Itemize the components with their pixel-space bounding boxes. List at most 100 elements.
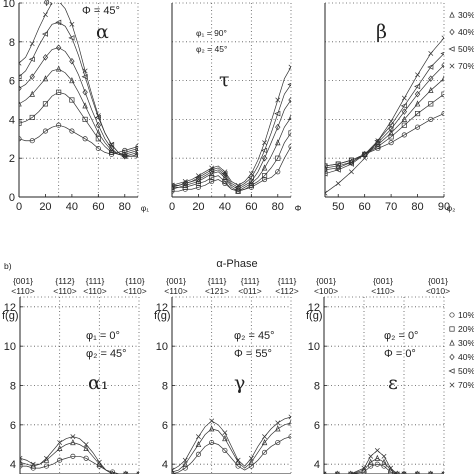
data-point — [248, 178, 254, 185]
data-point — [56, 89, 62, 95]
data-point — [388, 465, 394, 471]
x-tick-label: 20 — [39, 201, 51, 213]
fiber-label: ε — [388, 372, 398, 394]
data-point — [235, 182, 241, 188]
data-point — [262, 449, 268, 455]
data-point — [69, 21, 75, 27]
data-point — [347, 161, 354, 167]
series-line — [324, 457, 444, 474]
data-point — [325, 190, 328, 196]
data-point — [42, 12, 48, 18]
x-axis-label: φ₂ — [447, 203, 456, 213]
data-point — [275, 425, 281, 432]
data-point — [374, 137, 381, 144]
data-point — [182, 457, 188, 463]
legend-label: 20% — [458, 324, 474, 334]
series-line — [325, 64, 444, 171]
data-point — [209, 175, 215, 181]
panel-annotation: Φ = 0° — [384, 348, 416, 360]
data-point — [68, 35, 75, 41]
x-tick-label: 80 — [119, 201, 131, 213]
legend-label: 70% — [458, 380, 474, 390]
series-group — [324, 447, 444, 474]
orientation-plane: {111} — [241, 276, 260, 286]
panel-annotation: φ₁ — [44, 0, 53, 7]
data-point — [428, 101, 434, 107]
data-point — [182, 179, 188, 184]
y-tick-label: 10 — [156, 341, 168, 353]
data-point — [441, 471, 444, 474]
data-point — [362, 155, 368, 161]
data-point — [381, 458, 387, 465]
series-line — [325, 93, 444, 167]
data-point — [19, 85, 22, 92]
data-point — [95, 121, 101, 129]
y-tick-label: 6 — [162, 420, 168, 432]
data-point — [288, 96, 291, 104]
data-point — [70, 438, 76, 446]
data-point — [261, 164, 268, 171]
data-point — [55, 19, 62, 26]
data-point — [29, 73, 35, 80]
legend-marker — [449, 312, 455, 318]
legend-label: 10% — [458, 310, 474, 320]
data-point — [135, 146, 138, 153]
phase-title: α-Phase — [216, 258, 257, 270]
x-tick-label: 90 — [438, 201, 450, 213]
data-point — [82, 116, 88, 122]
data-point — [334, 167, 341, 173]
series-line — [172, 132, 291, 192]
data-point — [248, 458, 255, 465]
orientation-direction: <110> — [371, 286, 395, 296]
data-point — [288, 113, 291, 121]
data-point — [172, 468, 175, 474]
data-point — [262, 176, 268, 183]
x-tick-label: 70 — [385, 201, 397, 213]
legend-label: 30% — [458, 338, 474, 348]
data-point — [42, 54, 49, 61]
x-tick-label: 80 — [272, 201, 284, 213]
data-point — [83, 455, 89, 461]
y-tick-label: 12 — [156, 302, 168, 314]
series-group — [19, 3, 138, 160]
legend-marker — [449, 11, 455, 18]
data-point — [287, 82, 291, 87]
data-point — [401, 122, 407, 128]
data-point — [209, 418, 215, 424]
legend-marker — [449, 353, 455, 361]
fiber-label: α₁ — [88, 372, 108, 394]
panel-label-b: b) — [4, 261, 12, 271]
series-group — [325, 35, 444, 196]
data-point — [415, 124, 421, 130]
orientation-direction: <110> — [11, 286, 35, 296]
data-point — [441, 91, 444, 97]
data-point — [375, 138, 381, 144]
orientation-direction: <110> — [53, 286, 77, 296]
data-point — [82, 88, 88, 96]
y-tick-label: 12 — [4, 302, 16, 314]
panel-annotation: φ₂ = 45° — [86, 348, 127, 360]
data-point — [69, 57, 75, 65]
data-point — [401, 471, 407, 474]
data-point — [388, 140, 394, 146]
panel-alpha1: 4 6 8 10 12f(g) φ₁ = 0° φ₂ = 45° α₁ — [2, 296, 140, 474]
data-point — [43, 463, 49, 469]
data-point — [261, 147, 268, 154]
data-point — [56, 3, 62, 4]
data-point — [95, 129, 102, 136]
series-line — [172, 436, 291, 474]
data-point — [275, 169, 281, 175]
y-tick-label: 0 — [9, 192, 15, 204]
legend: 10% 20% 30% 40% 50% 70% — [448, 310, 474, 390]
orientation-plane: {112} — [55, 276, 74, 286]
legend-label: 40% — [458, 352, 474, 362]
data-point — [368, 453, 374, 459]
series-line — [172, 416, 291, 471]
data-point — [248, 171, 254, 177]
legend-marker — [449, 326, 455, 332]
panel-epsilon: 4 6 8 10 12f(g) φ₂ = 0° Φ = 0° ε 10% 20% 30% 40% 50%… — [306, 296, 474, 474]
x-tick-label: 40 — [66, 201, 78, 213]
data-point — [70, 434, 76, 440]
data-point — [222, 178, 228, 185]
y-tick-label: 6 — [314, 420, 320, 432]
